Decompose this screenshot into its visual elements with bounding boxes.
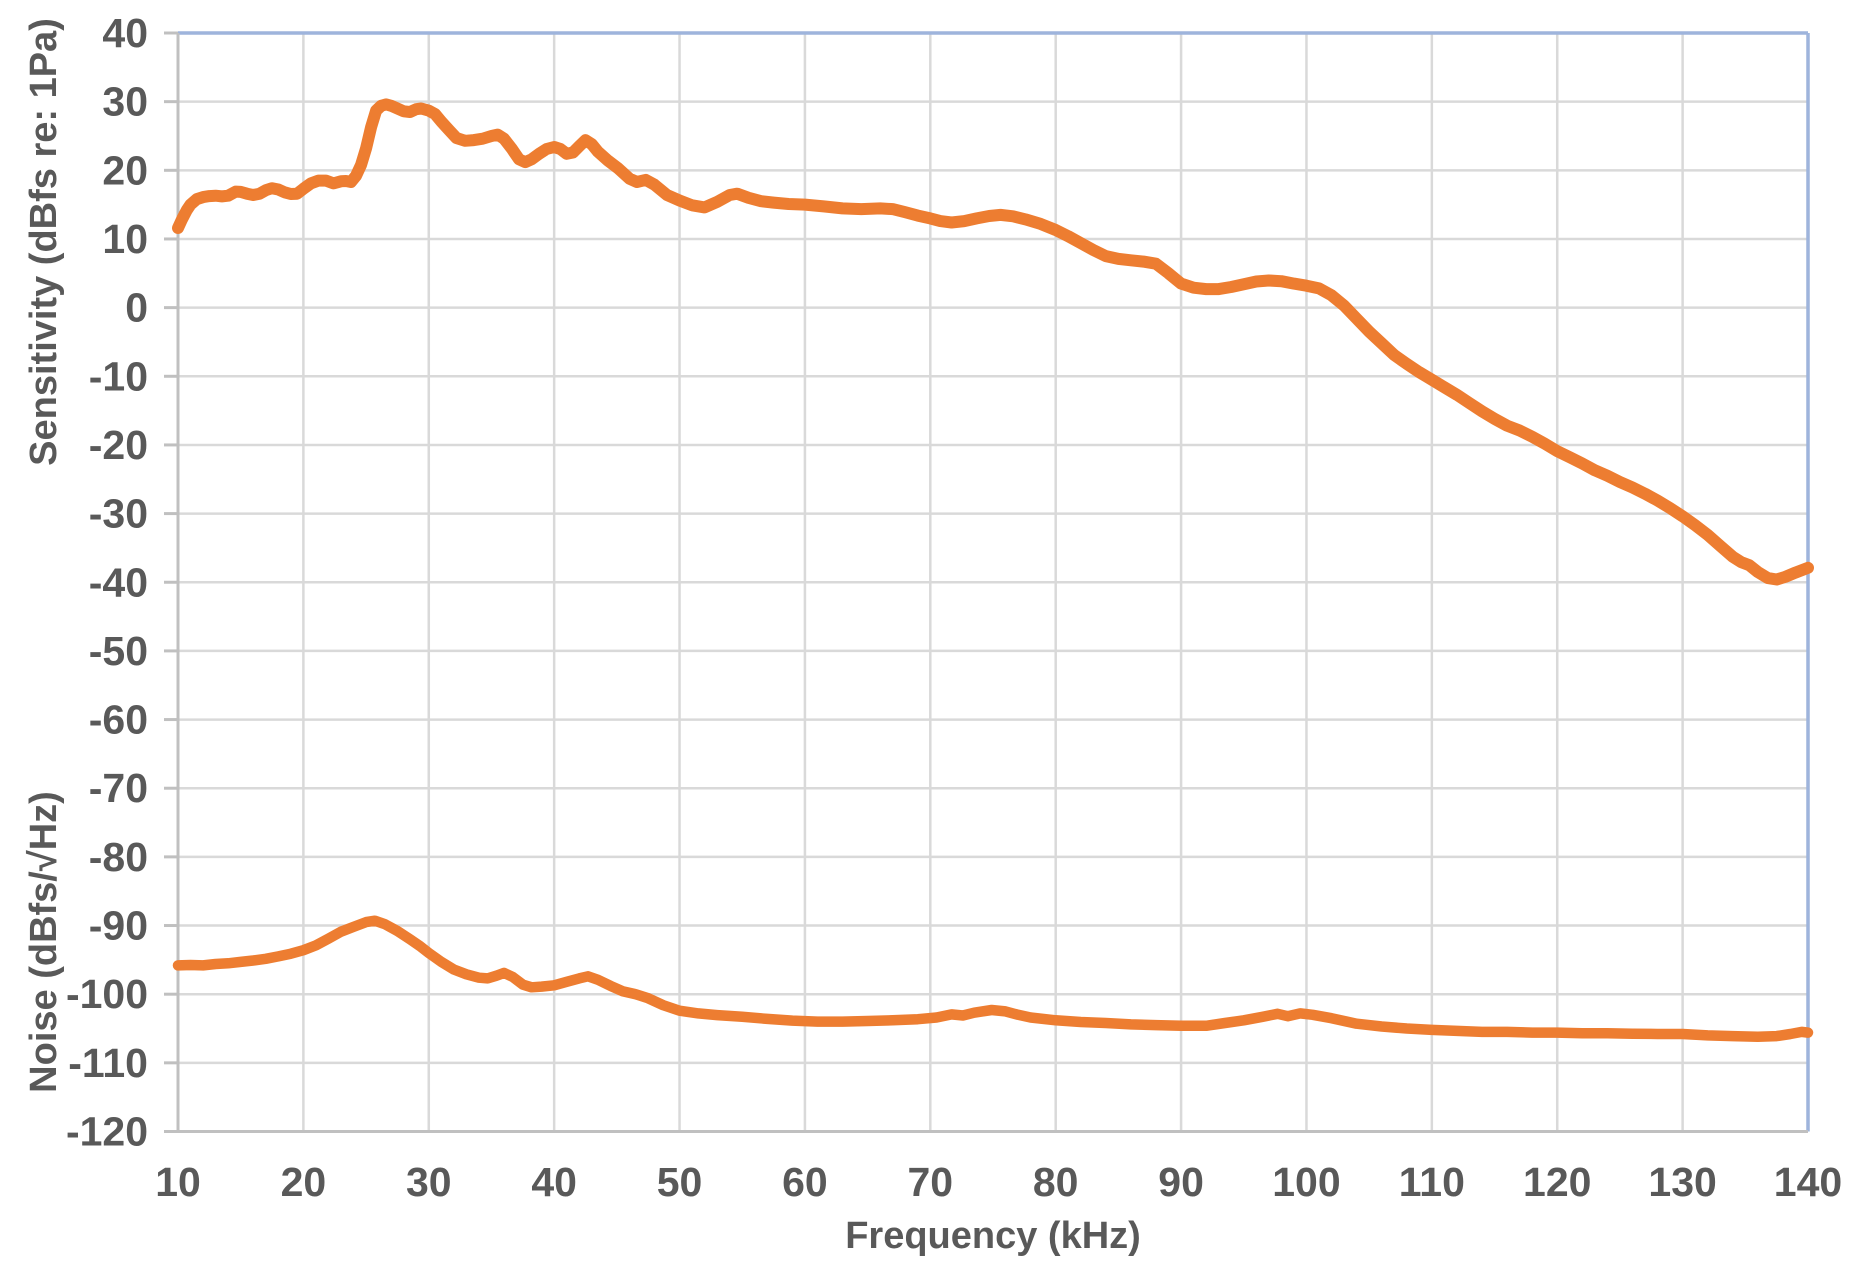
y-axis-title-noise: Noise (dBfs/√Hz): [23, 791, 65, 1093]
x-tick-label: 100: [1272, 1159, 1340, 1205]
y-tick-label: -120: [66, 1109, 148, 1155]
x-tick-label: 50: [657, 1159, 703, 1205]
x-tick-label: 130: [1648, 1159, 1716, 1205]
x-axis-title: Frequency (kHz): [845, 1215, 1141, 1257]
y-tick-label: -110: [68, 1040, 148, 1086]
x-tick-label: 120: [1523, 1159, 1591, 1205]
x-tick-label: 70: [908, 1159, 954, 1205]
x-tick-label: 110: [1399, 1159, 1465, 1205]
y-tick-label: 30: [102, 79, 148, 125]
y-tick-label: -100: [66, 971, 148, 1017]
tick-labels: 403020100-10-20-30-40-50-60-70-80-90-100…: [66, 10, 1842, 1205]
x-tick-label: 40: [531, 1159, 577, 1205]
axes: [164, 31, 1810, 1133]
y-tick-label: -10: [89, 353, 148, 399]
y-tick-label: -80: [89, 834, 148, 880]
x-tick-label: 140: [1774, 1159, 1842, 1205]
x-tick-label: 10: [155, 1159, 201, 1205]
y-axis-title-sensitivity: Sensitivity (dBfs re: 1Pa): [23, 18, 65, 466]
y-tick-label: -50: [89, 628, 148, 674]
noise-series-line: [172, 915, 1814, 1043]
y-tick-label: -70: [89, 765, 148, 811]
y-tick-label: -40: [89, 559, 148, 605]
y-tick-label: -30: [89, 491, 148, 537]
x-tick-label: 80: [1033, 1159, 1079, 1205]
x-tick-label: 60: [782, 1159, 828, 1205]
y-tick-label: -20: [89, 422, 148, 468]
x-tick-label: 90: [1158, 1159, 1204, 1205]
y-tick-label: 40: [102, 10, 148, 56]
sensitivity-series-line: [172, 98, 1814, 586]
x-tick-label: 30: [406, 1159, 452, 1205]
y-tick-label: 0: [125, 285, 148, 331]
gridlines: [178, 33, 1808, 1132]
series-lines: [172, 98, 1814, 1043]
y-tick-label: -60: [89, 697, 148, 743]
y-tick-label: 20: [102, 147, 148, 193]
y-tick-label: 10: [102, 216, 148, 262]
x-tick-label: 20: [281, 1159, 327, 1205]
y-tick-label: -90: [89, 903, 148, 949]
